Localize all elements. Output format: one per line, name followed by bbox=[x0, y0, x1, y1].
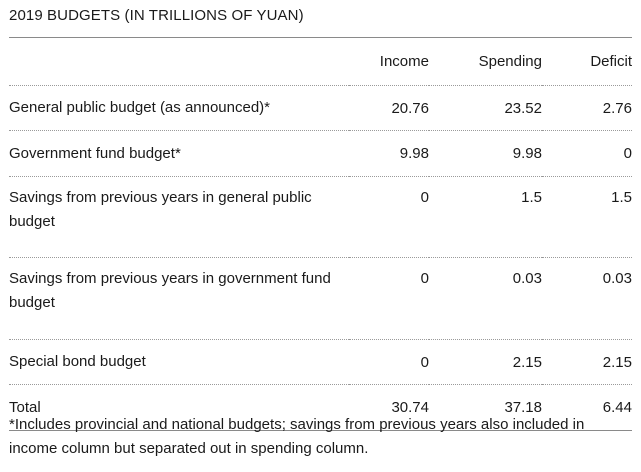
deficit-cell: 6.44 bbox=[542, 384, 632, 431]
row-label: Savings from previous years in general p… bbox=[9, 176, 349, 258]
table-row: General public budget (as announced)* 20… bbox=[9, 85, 632, 131]
income-cell: 0 bbox=[349, 339, 429, 385]
header-row: Income Spending Deficit bbox=[9, 38, 632, 86]
total-row: Total 30.74 37.18 6.44 bbox=[9, 384, 632, 431]
income-cell: 0 bbox=[349, 257, 429, 340]
income-cell: 0 bbox=[349, 176, 429, 258]
spending-cell: 2.15 bbox=[429, 339, 542, 385]
spending-cell: 9.98 bbox=[429, 130, 542, 177]
deficit-cell: 0.03 bbox=[542, 257, 632, 340]
deficit-cell: 2.15 bbox=[542, 339, 632, 385]
header-spending: Spending bbox=[429, 38, 542, 86]
spending-cell: 23.52 bbox=[429, 85, 542, 131]
header-label-empty bbox=[9, 38, 349, 86]
table-row: Savings from previous years in governmen… bbox=[9, 257, 632, 340]
row-label: Government fund budget* bbox=[9, 130, 349, 177]
header-income: Income bbox=[349, 38, 429, 86]
deficit-cell: 1.5 bbox=[542, 176, 632, 258]
table-title: 2019 BUDGETS (IN TRILLIONS OF YUAN) bbox=[9, 7, 304, 24]
spending-cell: 0.03 bbox=[429, 257, 542, 340]
header-deficit: Deficit bbox=[542, 38, 632, 86]
deficit-cell: 2.76 bbox=[542, 85, 632, 131]
footnote: *Includes provincial and national budget… bbox=[9, 416, 585, 457]
deficit-cell: 0 bbox=[542, 130, 632, 177]
table-row: Savings from previous years in general p… bbox=[9, 176, 632, 258]
income-cell: 30.74 bbox=[349, 384, 429, 431]
top-rule bbox=[9, 37, 632, 38]
table-row: Special bond budget 0 2.15 2.15 bbox=[9, 339, 632, 385]
budget-table: Income Spending Deficit General public b… bbox=[9, 38, 632, 431]
spending-cell: 37.18 bbox=[429, 384, 542, 431]
spending-cell: 1.5 bbox=[429, 176, 542, 258]
table-row: Government fund budget* 9.98 9.98 0 bbox=[9, 130, 632, 177]
row-label: Savings from previous years in governmen… bbox=[9, 257, 349, 340]
row-label: Special bond budget bbox=[9, 339, 349, 385]
row-label: Total bbox=[9, 384, 349, 431]
income-cell: 20.76 bbox=[349, 85, 429, 131]
row-label: General public budget (as announced)* bbox=[9, 85, 349, 131]
income-cell: 9.98 bbox=[349, 130, 429, 177]
